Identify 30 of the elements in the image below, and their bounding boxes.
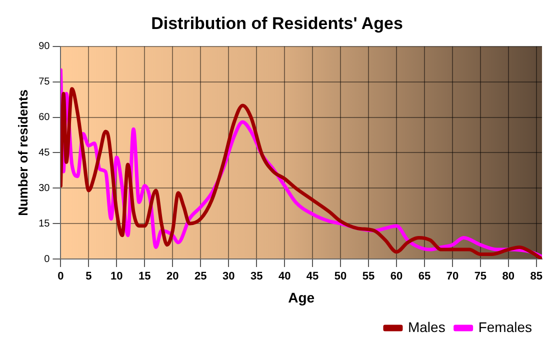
y-tick-label: 75 (38, 76, 50, 88)
x-tick-label: 70 (446, 270, 459, 283)
y-axis-title: Number of residents (15, 89, 30, 216)
legend-label: Females (478, 318, 532, 335)
x-tick-label: 50 (334, 270, 347, 283)
y-tick-label: 30 (38, 182, 50, 194)
x-tick-label: 20 (166, 270, 179, 283)
x-tick-label: 60 (390, 270, 403, 283)
x-tick-label: 0 (58, 270, 64, 283)
x-tick-label: 5 (86, 270, 92, 283)
chart-title: Distribution of Residents' Ages (151, 14, 403, 33)
x-tick-label: 25 (194, 270, 207, 283)
y-tick-label: 45 (38, 147, 50, 158)
x-tick-label: 85 (530, 270, 543, 283)
y-tick-label: 90 (38, 41, 50, 52)
legend-label: Males (408, 318, 446, 335)
x-tick-label: 10 (110, 270, 123, 283)
x-tick-label: 30 (222, 270, 235, 283)
x-axis-title: Age (288, 289, 315, 306)
x-tick-label: 45 (306, 270, 319, 283)
x-tick-label: 65 (418, 270, 431, 283)
x-tick-label: 35 (250, 270, 263, 283)
x-tick-label: 15 (138, 270, 151, 283)
y-tick-label: 60 (38, 112, 50, 124)
x-tick-label: 80 (502, 270, 515, 283)
y-tick-label: 0 (44, 254, 50, 265)
x-tick-label: 55 (362, 270, 375, 283)
x-tick-label: 75 (474, 270, 487, 283)
x-tick-label: 40 (278, 270, 291, 283)
y-tick-label: 15 (38, 218, 50, 230)
